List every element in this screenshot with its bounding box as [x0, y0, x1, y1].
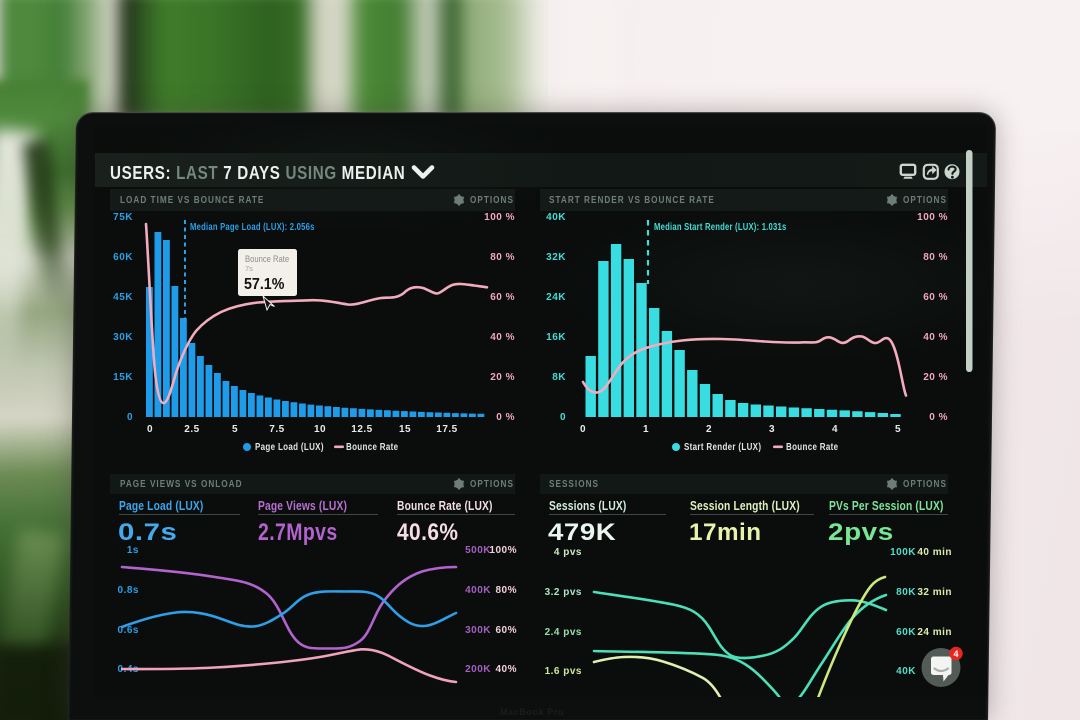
- svg-text:4: 4: [954, 649, 959, 659]
- svg-text:57.1%: 57.1%: [244, 277, 284, 294]
- svg-text:Bounce Rate: Bounce Rate: [245, 253, 290, 264]
- svg-text:7s: 7s: [245, 264, 253, 273]
